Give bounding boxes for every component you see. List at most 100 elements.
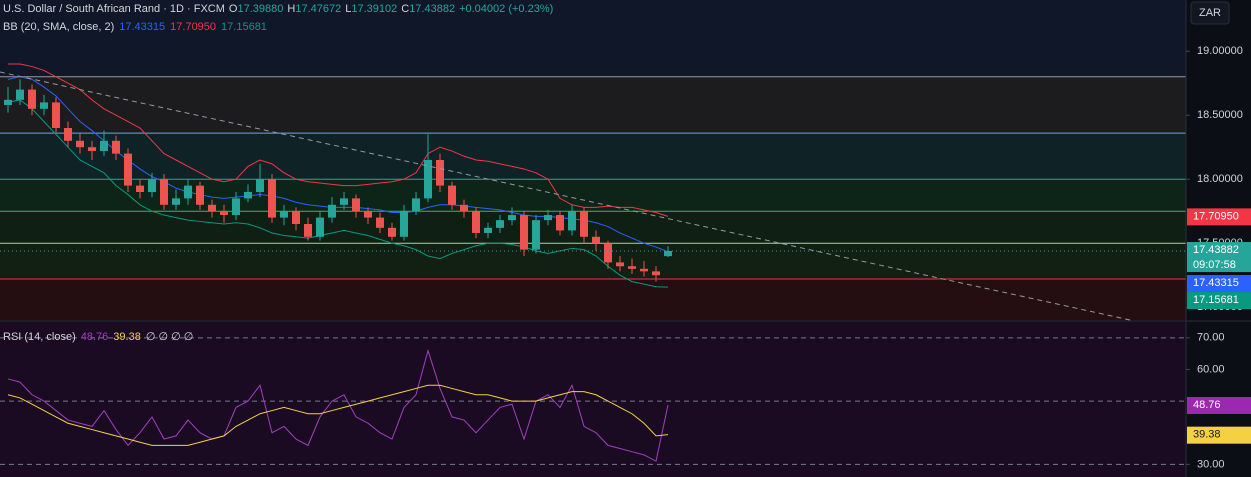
candle-body	[664, 251, 672, 257]
candle-body	[196, 185, 204, 205]
legend-text: RSI (14, close)	[3, 331, 76, 343]
candle-body	[52, 102, 60, 128]
bb-middle-tag-box	[1187, 275, 1251, 293]
rsi-line	[7, 348, 669, 462]
candle-body	[580, 211, 588, 237]
candle-body	[268, 179, 276, 218]
candle-body	[256, 179, 264, 192]
candle-body	[484, 227, 492, 233]
zone	[0, 76, 1186, 134]
zone	[0, 279, 1186, 320]
candle-body	[340, 198, 348, 205]
candle-body	[100, 140, 108, 152]
candle-body	[652, 271, 660, 276]
rsi-tag-box	[1187, 397, 1251, 415]
candle-body	[16, 89, 24, 100]
legend-text: 17.43315	[119, 21, 165, 33]
bb-line	[8, 63, 669, 217]
y-tick-label: 30.00	[1197, 458, 1225, 470]
legend-row: U.S. Dollar / South African Rand · 1D · …	[3, 3, 553, 15]
candle-body	[112, 140, 120, 154]
legend-text: C	[401, 3, 409, 15]
legend-text: 17.70950	[170, 21, 216, 33]
legend-text: O	[229, 3, 238, 15]
candle-body	[472, 211, 480, 233]
legend-text: 17.43882	[409, 3, 455, 15]
candle-body	[88, 147, 96, 152]
candle-body	[628, 266, 636, 269]
trend-line	[0, 71, 1131, 321]
last-price-tag: 17.43882	[1193, 244, 1239, 256]
candle-body	[376, 217, 384, 228]
rsi-tag: 48.76	[1193, 399, 1221, 411]
candle-body	[424, 160, 432, 199]
last-price-tag-sub: 09:07:58	[1193, 259, 1236, 271]
zone	[0, 179, 1186, 212]
legend-text: 48.76	[81, 331, 109, 343]
candle-body	[172, 198, 180, 205]
y-tick-label: 18.50000	[1197, 109, 1243, 121]
zone	[0, 0, 1186, 77]
candle-body	[184, 185, 192, 199]
candle-body	[76, 140, 84, 148]
candle-body	[136, 185, 144, 192]
bb-lower-tag: 17.15681	[1193, 294, 1239, 306]
legend-text: 17.15681	[221, 21, 267, 33]
rsi-ma-tag: 39.38	[1193, 429, 1221, 441]
candle-body	[280, 211, 288, 218]
zone	[0, 243, 1186, 280]
legend-text: L	[345, 3, 351, 15]
rsi-line	[7, 384, 669, 446]
candle-body	[388, 227, 396, 237]
axis-labels: 19.0000018.5000018.0000017.5000017.00000…	[1186, 45, 1251, 470]
last-price-tag-box	[1187, 242, 1251, 273]
candle-body	[520, 215, 528, 250]
rsi-ma-tag-box	[1187, 426, 1251, 444]
candle-body	[592, 236, 600, 244]
candle-body	[328, 204, 336, 218]
candle-body	[412, 198, 420, 212]
candle-body	[148, 179, 156, 192]
legend-text: H	[287, 3, 295, 15]
candle-body	[64, 128, 72, 141]
candle-body	[292, 211, 300, 224]
candle-body	[496, 220, 504, 228]
candle-body	[436, 160, 444, 186]
candle-body	[220, 211, 228, 216]
candle-body	[304, 224, 312, 237]
candle-body	[316, 217, 324, 237]
candle-body	[352, 198, 360, 212]
bb-upper-tag: 17.70950	[1193, 210, 1239, 222]
legend-text: 17.39102	[351, 3, 397, 15]
candle-body	[544, 215, 552, 221]
candle-body	[604, 243, 612, 263]
candle-body	[532, 220, 540, 250]
candle-body	[232, 198, 240, 216]
candle-body	[640, 268, 648, 272]
candle-body	[568, 211, 576, 231]
bb-upper-tag-box	[1187, 208, 1251, 226]
zone	[0, 133, 1186, 180]
legend-text: 17.39880	[237, 3, 283, 15]
bb-middle-tag: 17.43315	[1193, 277, 1239, 289]
legend-row: RSI (14, close) 48.76 39.38 ∅ ∅ ∅ ∅	[3, 331, 193, 343]
candle-body	[364, 211, 372, 218]
y-tick-label: 19.00000	[1197, 45, 1243, 57]
legend-text: ∅ ∅ ∅ ∅	[146, 331, 194, 343]
candle-body	[400, 211, 408, 237]
candle-body	[508, 215, 516, 221]
y-tick-label: 60.00	[1197, 363, 1225, 375]
currency-button[interactable]	[1190, 1, 1230, 25]
candle-body	[448, 185, 456, 205]
candle-body	[556, 215, 564, 231]
currency-label[interactable]: ZAR	[1199, 7, 1221, 19]
candle-body	[28, 89, 36, 109]
candle-body	[160, 179, 168, 205]
candle-body	[124, 153, 132, 186]
bb-lower-tag-box	[1187, 292, 1251, 310]
rsi-pane	[0, 322, 1186, 477]
legend: U.S. Dollar / South African Rand · 1D · …	[3, 3, 553, 343]
candle-body	[40, 102, 48, 109]
rsi-background	[0, 322, 1186, 477]
